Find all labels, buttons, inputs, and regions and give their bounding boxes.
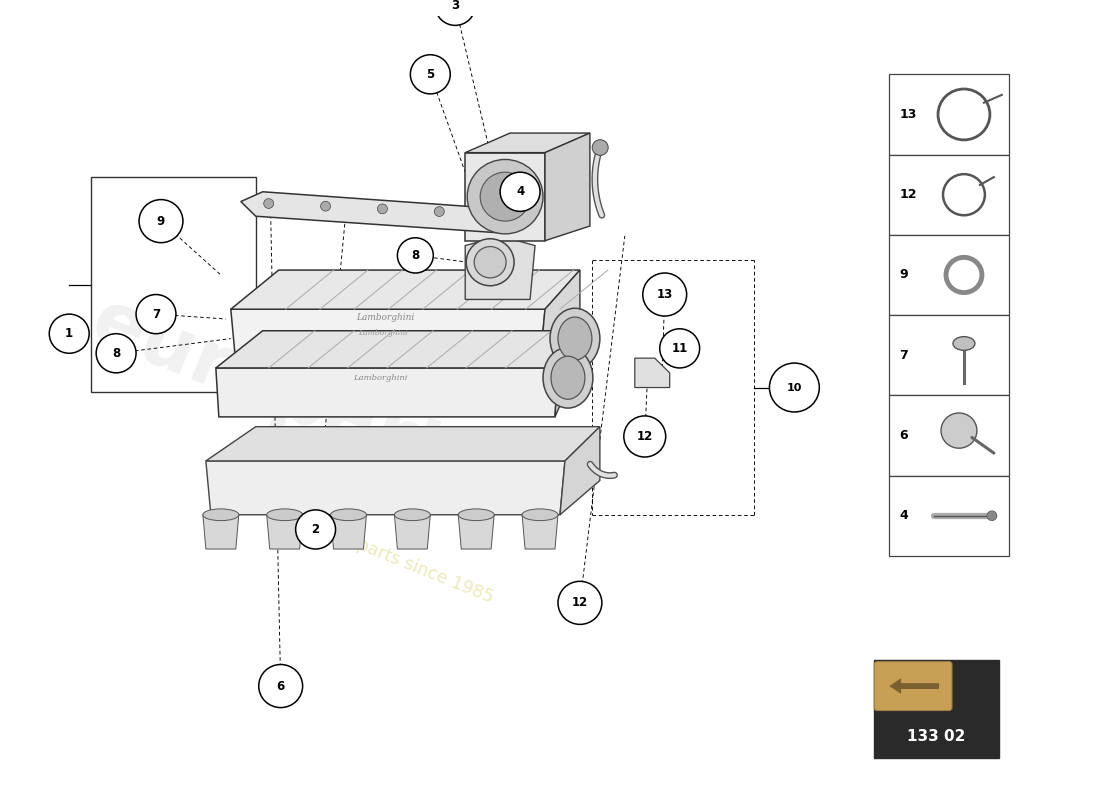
Text: 12: 12 [572, 596, 588, 610]
Circle shape [642, 273, 686, 316]
Circle shape [96, 334, 136, 373]
Circle shape [320, 202, 331, 211]
Polygon shape [231, 270, 580, 310]
Polygon shape [202, 514, 239, 549]
Circle shape [136, 294, 176, 334]
Text: 3: 3 [451, 0, 460, 12]
Ellipse shape [550, 308, 600, 369]
Text: 12: 12 [899, 188, 916, 202]
Text: 12: 12 [637, 430, 653, 443]
Ellipse shape [266, 509, 302, 521]
Text: a passion for parts since 1985: a passion for parts since 1985 [245, 491, 496, 606]
Polygon shape [522, 514, 558, 549]
Circle shape [940, 413, 977, 448]
Polygon shape [556, 330, 570, 417]
Circle shape [660, 329, 700, 368]
Circle shape [434, 206, 444, 217]
Circle shape [558, 582, 602, 624]
Polygon shape [540, 270, 580, 363]
Bar [91, 177, 255, 393]
Polygon shape [395, 514, 430, 549]
Bar [889, 235, 1009, 315]
Text: 11: 11 [671, 342, 688, 355]
Ellipse shape [459, 509, 494, 521]
Text: 5: 5 [426, 68, 434, 81]
Polygon shape [465, 133, 590, 153]
Circle shape [491, 210, 502, 219]
Polygon shape [231, 310, 544, 363]
Polygon shape [216, 330, 570, 368]
Circle shape [50, 314, 89, 354]
Text: 4: 4 [516, 186, 525, 198]
Ellipse shape [395, 509, 430, 521]
Text: 8: 8 [411, 249, 419, 262]
Ellipse shape [543, 347, 593, 408]
Circle shape [397, 238, 433, 273]
Polygon shape [465, 153, 544, 241]
Polygon shape [560, 426, 600, 514]
Circle shape [769, 363, 820, 412]
Bar [889, 154, 1009, 235]
Polygon shape [206, 426, 600, 461]
Text: 6: 6 [276, 679, 285, 693]
Polygon shape [889, 678, 939, 694]
Ellipse shape [331, 509, 366, 521]
Text: 13: 13 [657, 288, 673, 301]
Polygon shape [266, 514, 302, 549]
Text: 9: 9 [157, 214, 165, 228]
Text: 7: 7 [899, 349, 907, 362]
Text: 133 02: 133 02 [906, 730, 965, 745]
Text: 9: 9 [899, 269, 907, 282]
Bar [889, 74, 1009, 154]
Text: 6: 6 [899, 429, 907, 442]
Circle shape [500, 172, 540, 211]
Polygon shape [206, 461, 565, 514]
Circle shape [296, 510, 336, 549]
Circle shape [264, 198, 274, 209]
Text: 2: 2 [311, 523, 320, 536]
Polygon shape [216, 368, 558, 417]
Text: Lamborghini: Lamborghini [353, 374, 408, 382]
Bar [889, 395, 1009, 476]
Circle shape [624, 416, 666, 457]
Circle shape [481, 172, 530, 221]
Bar [889, 476, 1009, 556]
Text: 8: 8 [112, 346, 120, 360]
Circle shape [468, 159, 543, 234]
Bar [889, 315, 1009, 395]
Circle shape [987, 511, 997, 521]
Text: Lamborghini: Lamborghini [359, 329, 408, 337]
Text: 1: 1 [65, 327, 74, 340]
Text: 4: 4 [899, 510, 907, 522]
Text: 13: 13 [899, 108, 916, 121]
FancyBboxPatch shape [874, 660, 999, 758]
FancyBboxPatch shape [874, 662, 952, 710]
Ellipse shape [202, 509, 239, 521]
Polygon shape [459, 514, 494, 549]
Polygon shape [465, 236, 535, 299]
Ellipse shape [474, 246, 506, 278]
Circle shape [410, 54, 450, 94]
Text: 10: 10 [786, 382, 802, 393]
Circle shape [258, 665, 303, 707]
Ellipse shape [522, 509, 558, 521]
Circle shape [436, 0, 475, 26]
Ellipse shape [466, 238, 514, 286]
Text: 7: 7 [152, 308, 161, 321]
Text: europarts: europarts [81, 284, 500, 510]
Circle shape [592, 140, 608, 155]
Polygon shape [635, 358, 670, 387]
Text: Lamborghini: Lamborghini [356, 313, 415, 322]
Circle shape [139, 199, 183, 242]
Polygon shape [331, 514, 366, 549]
Ellipse shape [558, 317, 592, 360]
Polygon shape [241, 192, 520, 233]
Polygon shape [544, 133, 590, 241]
Ellipse shape [953, 337, 975, 350]
Ellipse shape [551, 356, 585, 399]
Circle shape [377, 204, 387, 214]
